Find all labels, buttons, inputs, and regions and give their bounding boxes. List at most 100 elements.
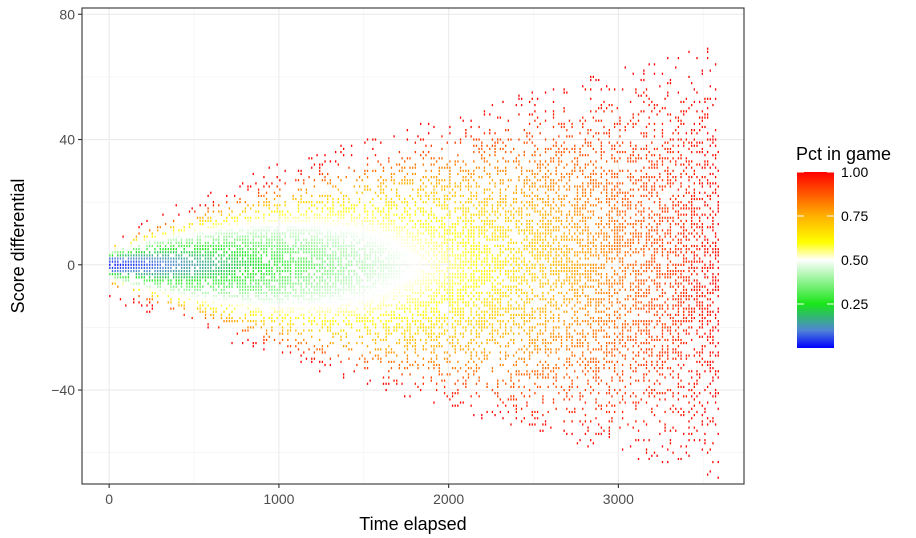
heatmap-tile	[188, 285, 191, 288]
heatmap-tile	[167, 263, 169, 266]
heatmap-tile	[127, 251, 130, 254]
heatmap-tile	[297, 348, 300, 351]
heatmap-tile	[406, 323, 409, 326]
heatmap-tile	[146, 219, 148, 223]
heatmap-tile	[435, 382, 438, 385]
heatmap-tile	[292, 282, 294, 285]
heatmap-tile	[502, 157, 504, 160]
heatmap-tile	[337, 307, 339, 310]
heatmap-tile	[414, 351, 417, 354]
heatmap-tile	[284, 251, 286, 254]
heatmap-tile	[438, 251, 440, 254]
heatmap-tile	[531, 251, 533, 254]
heatmap-tile	[180, 260, 183, 263]
heatmap-tile	[172, 307, 175, 310]
heatmap-tile	[473, 248, 475, 251]
heatmap-tile	[334, 160, 337, 163]
heatmap-tile	[398, 326, 401, 329]
heatmap-tile	[409, 310, 411, 313]
heatmap-tile	[194, 248, 196, 251]
heatmap-tile	[156, 260, 159, 263]
heatmap-tile	[138, 276, 140, 279]
heatmap-tile	[324, 363, 326, 367]
heatmap-tile	[513, 201, 515, 204]
heatmap-tile	[513, 332, 515, 335]
heatmap-tile	[220, 288, 223, 291]
heatmap-tile	[180, 229, 183, 232]
heatmap-tile	[353, 235, 355, 238]
heatmap-tile	[276, 301, 278, 304]
heatmap-tile	[308, 288, 310, 291]
heatmap-tile	[486, 144, 488, 147]
heatmap-tile	[319, 348, 321, 351]
heatmap-tile	[231, 266, 233, 270]
heatmap-tile	[154, 288, 156, 291]
heatmap-tile	[257, 257, 260, 260]
heatmap-tile	[446, 395, 448, 398]
heatmap-tile	[170, 241, 172, 244]
heatmap-tile	[242, 273, 244, 276]
heatmap-tile	[207, 304, 209, 307]
heatmap-tile	[427, 254, 430, 257]
heatmap-tile	[186, 295, 188, 298]
heatmap-tile	[172, 273, 175, 276]
heatmap-tile	[505, 235, 507, 238]
heatmap-tile	[305, 282, 308, 285]
heatmap-tile	[265, 269, 268, 273]
heatmap-tile	[443, 282, 446, 285]
heatmap-tile	[212, 241, 215, 244]
heatmap-tile	[313, 351, 316, 354]
heatmap-tile	[544, 232, 547, 235]
heatmap-tile	[497, 392, 499, 395]
heatmap-tile	[172, 232, 175, 235]
heatmap-tile	[491, 179, 494, 182]
heatmap-tile	[435, 279, 438, 282]
heatmap-tile	[441, 244, 443, 248]
heatmap-tile	[257, 216, 260, 219]
heatmap-tile	[427, 282, 430, 285]
heatmap-tile	[334, 332, 337, 335]
heatmap-tile	[406, 172, 409, 176]
heatmap-tile	[409, 295, 411, 298]
heatmap-tile	[542, 273, 544, 276]
heatmap-tile	[412, 282, 414, 285]
heatmap-tile	[454, 222, 456, 226]
heatmap-tile	[443, 260, 446, 263]
heatmap-tile	[164, 291, 167, 295]
heatmap-tile	[257, 241, 260, 244]
heatmap-tile	[295, 269, 297, 273]
heatmap-tile	[332, 210, 334, 213]
heatmap-tile	[523, 260, 525, 263]
heatmap-tile	[356, 216, 358, 219]
heatmap-tile	[342, 373, 345, 376]
heatmap-tile	[502, 363, 504, 367]
heatmap-tile	[154, 273, 156, 276]
heatmap-tile	[279, 298, 281, 301]
heatmap-tile	[300, 263, 302, 266]
heatmap-tile	[327, 238, 329, 241]
heatmap-tile	[263, 323, 265, 326]
heatmap-tile	[287, 269, 289, 273]
heatmap-tile	[489, 338, 491, 342]
heatmap-tile	[438, 204, 440, 207]
heatmap-tile	[308, 273, 310, 276]
heatmap-tile	[242, 248, 244, 251]
heatmap-tile	[170, 257, 172, 260]
heatmap-tile	[340, 216, 342, 219]
heatmap-tile	[499, 182, 502, 185]
heatmap-tile	[300, 266, 302, 270]
heatmap-tile	[382, 229, 385, 232]
heatmap-tile	[420, 263, 422, 266]
heatmap-tile	[353, 269, 355, 273]
heatmap-tile	[204, 266, 207, 270]
heatmap-tile	[542, 291, 544, 295]
heatmap-tile	[475, 194, 478, 197]
heatmap-tile	[327, 263, 329, 266]
heatmap-tile	[223, 295, 225, 298]
heatmap-tile	[236, 304, 239, 307]
heatmap-tile	[279, 210, 281, 213]
heatmap-tile	[212, 226, 215, 229]
heatmap-tile	[404, 285, 406, 288]
heatmap-tile	[544, 304, 547, 307]
heatmap-tile	[358, 254, 361, 257]
